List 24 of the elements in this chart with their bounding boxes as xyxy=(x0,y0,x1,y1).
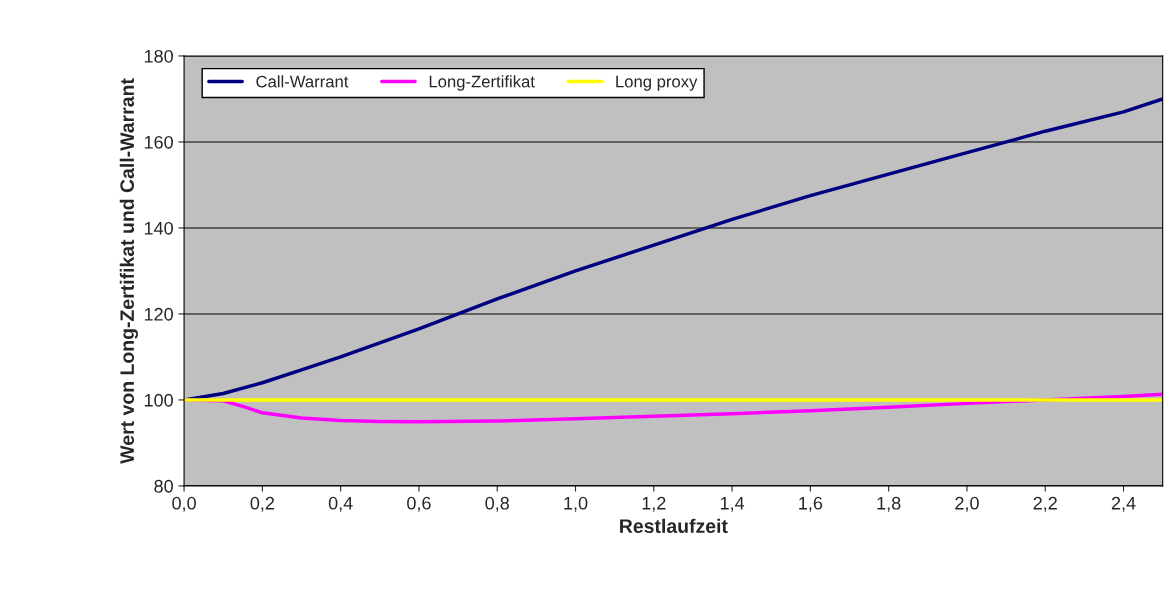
legend-label: Long proxy xyxy=(616,75,698,91)
y-axis-title: Wert von Long-Zertifikat und Call-Warrant xyxy=(119,78,138,464)
x-tick-label: 2,0 xyxy=(955,496,979,512)
x-tick-label: 1,4 xyxy=(720,497,745,512)
x-tick-label: 1,6 xyxy=(799,496,823,512)
legend-label: Long-Zertifikat xyxy=(429,75,535,91)
legend-label: Call-Warrant xyxy=(256,75,349,88)
x-tick-label: 0,8 xyxy=(485,496,509,512)
y-tick-label: 100 xyxy=(144,393,173,407)
x-tick-label: 0,2 xyxy=(250,496,274,512)
y-tick-label: 140 xyxy=(144,221,173,235)
y-tick-label: 160 xyxy=(144,135,173,149)
x-tick-label: 0,4 xyxy=(328,496,353,512)
x-tick-label: 2,4 xyxy=(1111,496,1136,512)
y-tick-label: 120 xyxy=(144,307,173,321)
x-tick-label: 0,6 xyxy=(407,496,431,512)
x-tick-label: 1,0 xyxy=(564,496,588,512)
x-tick-label: 1,8 xyxy=(877,496,901,512)
x-tick-label: 0,0 xyxy=(172,496,196,512)
y-tick-label: 180 xyxy=(144,49,173,63)
x-axis-title: Restlaufzeit xyxy=(620,518,728,534)
x-tick-label: 2,2 xyxy=(1033,496,1057,512)
y-tick-label: 80 xyxy=(154,479,173,493)
x-tick-label: 1,2 xyxy=(642,496,666,512)
